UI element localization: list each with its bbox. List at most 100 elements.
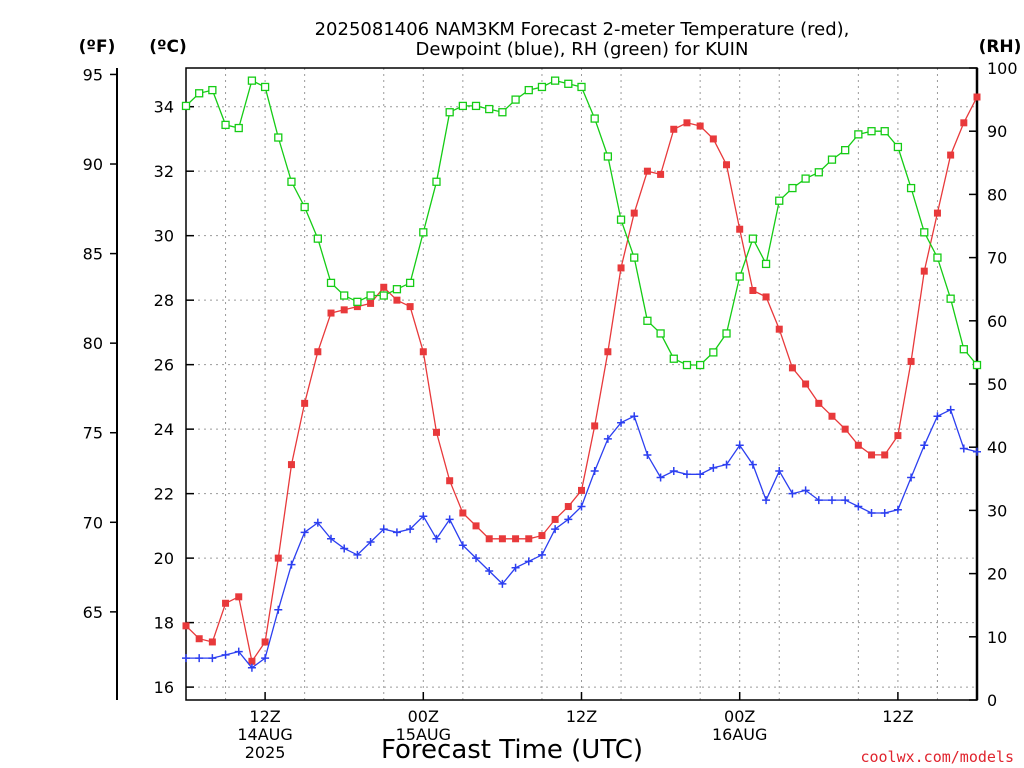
rh-point (682, 360, 692, 370)
celsius-tick-label: 32 (154, 162, 174, 181)
dewpoint-point (392, 528, 401, 537)
dewpoint-point (432, 534, 441, 543)
temperature-point (459, 509, 467, 517)
rh-tick-label: 10 (987, 628, 1007, 647)
dewpoint-point (564, 515, 573, 524)
rh-point (287, 177, 296, 186)
dewpoint-point (498, 579, 507, 588)
temperature-point (973, 93, 981, 101)
dewpoint-point (933, 412, 942, 421)
dewpoint-point (893, 505, 902, 514)
rh-point (313, 234, 322, 243)
temperature-point (498, 535, 506, 543)
dewpoint-point (643, 450, 652, 459)
rh-point (485, 104, 494, 114)
temperature-point (868, 451, 876, 459)
fahrenheit-tick-label: 80 (83, 334, 103, 353)
dewpoint-point (458, 541, 467, 550)
rh-point (603, 152, 613, 161)
dewpoint-point (880, 508, 889, 517)
x-tick-label: 14AUG (237, 725, 292, 744)
temperature-point (907, 357, 915, 365)
rh-point (709, 348, 718, 357)
dewpoint-point (524, 557, 533, 566)
rh-point (234, 123, 243, 133)
dewpoint-point (656, 473, 665, 482)
rh-point (735, 272, 744, 281)
dewpoint-point (867, 508, 876, 517)
dewpoint-point (234, 647, 243, 656)
rh-tick-label: 70 (987, 249, 1007, 268)
temperature-point (406, 303, 414, 311)
rh-point (392, 285, 402, 294)
dewpoint-point (313, 518, 322, 527)
rh-axis-label: (RH) (979, 37, 1022, 57)
temperature-point (947, 151, 955, 159)
celsius-tick-label: 20 (154, 549, 174, 568)
rh-point (458, 101, 468, 111)
temperature-point (485, 535, 493, 543)
rh-point (300, 202, 309, 212)
rh-point (564, 79, 573, 88)
temperature-point (696, 122, 704, 130)
temperature-point (578, 486, 585, 494)
rh-point (366, 291, 375, 300)
x-tick-label: 00Z (408, 707, 439, 726)
dewpoint-point (682, 470, 691, 479)
chart-title-line-2: Dewpoint (blue), RH (green) for KUIN (416, 39, 749, 60)
x-tick-label: 2025 (245, 743, 286, 762)
fahrenheit-axis-label: (ºF) (79, 37, 116, 57)
rh-point (880, 127, 889, 136)
temperature-point (472, 522, 480, 530)
rh-tick-label: 80 (987, 185, 1007, 204)
rh-tick-label: 30 (987, 501, 1007, 520)
rh-point (260, 82, 270, 92)
rh-point (946, 294, 955, 303)
temperature-point (630, 209, 638, 217)
temperature-point (854, 441, 862, 449)
temperature-point (314, 348, 322, 356)
x-axis-label: Forecast Time (UTC) (381, 735, 643, 765)
rh-point (498, 108, 507, 117)
x-tick-label: 00Z (724, 707, 755, 726)
rh-point (867, 127, 876, 136)
temperature-point (749, 286, 757, 294)
temperature-point (208, 638, 216, 646)
dewpoint-point (841, 496, 850, 505)
dewpoint-point (274, 605, 283, 614)
dewpoint-point (603, 434, 612, 443)
rh-point (445, 108, 454, 117)
temperature-point (248, 657, 256, 665)
fahrenheit-tick-label: 65 (83, 603, 103, 622)
temperature-point (762, 293, 770, 301)
dewpoint-point (247, 663, 256, 672)
dewpoint-point (261, 654, 270, 663)
temperature-point (432, 428, 440, 436)
dewpoint-point (340, 544, 349, 553)
dewpoint-point (511, 563, 520, 572)
fahrenheit-tick-label: 75 (83, 424, 103, 443)
temperature-point (815, 399, 823, 407)
rh-tick-label: 50 (987, 375, 1007, 394)
rh-point (656, 329, 665, 338)
rh-point (841, 146, 850, 155)
dewpoint-point (630, 412, 639, 421)
temperature-point (617, 264, 625, 272)
plot-frame (185, 67, 978, 701)
temperature-point (894, 432, 902, 440)
temperature-point (591, 422, 599, 430)
rh-series (181, 76, 982, 370)
dewpoint-point (208, 654, 217, 663)
temperature-point (182, 622, 190, 630)
dewpoint-point (590, 467, 599, 476)
rh-point (181, 101, 191, 111)
dewpoint-point (735, 441, 744, 450)
rh-point (432, 177, 441, 186)
temperature-point (564, 503, 572, 511)
dewpoint-point (445, 515, 454, 524)
rh-point (379, 291, 388, 300)
temperature-point (723, 161, 731, 169)
celsius-tick-label: 30 (154, 227, 174, 246)
temperature-point (222, 599, 230, 607)
dewpoint-point (959, 444, 968, 453)
